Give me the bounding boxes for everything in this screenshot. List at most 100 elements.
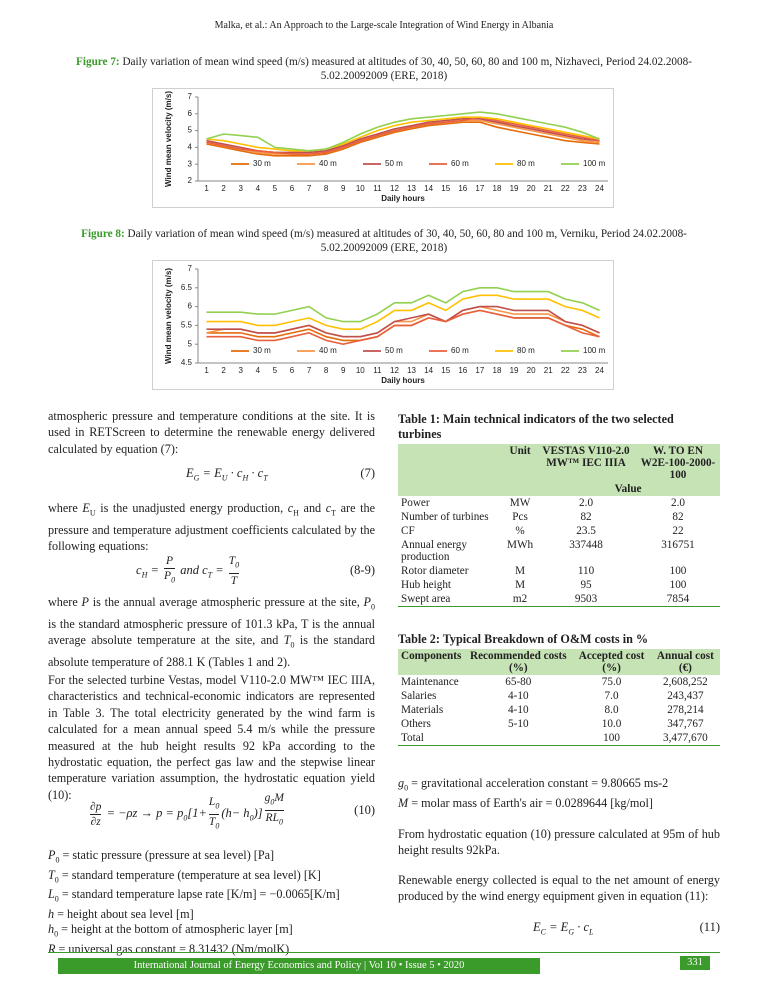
text: = universal gas constant = 8.31432 (Nm/m… <box>55 941 290 956</box>
subscript: T <box>331 508 336 517</box>
text: E <box>82 501 90 515</box>
text: T <box>48 867 55 882</box>
text: is the unadjusted energy production, <box>95 501 288 515</box>
fraction: L0 T0 <box>208 795 220 833</box>
text: = standard temperature lapse rate [K/m] … <box>58 887 340 902</box>
x-tick-label: 3 <box>238 366 243 375</box>
italic: E <box>82 501 89 515</box>
equation-body: ∂p ∂z = −ρz → p = p0[1+ L0 T0 (h− h0)] g0M RL0 <box>88 792 286 830</box>
subscript: 0 <box>279 817 283 826</box>
text: L <box>589 927 594 937</box>
table-cell: 2.0 <box>670 497 685 509</box>
italic: P <box>364 595 371 609</box>
series-line <box>206 287 600 323</box>
legend-label: 100 m <box>583 346 606 355</box>
denominator: ∂z <box>90 813 102 829</box>
subscript: 0 <box>215 802 219 811</box>
table-cell: 7.0 <box>604 690 619 702</box>
table-row: Annual energy production MWh 337448 316751 <box>398 538 720 564</box>
fraction: P P0 <box>164 554 176 587</box>
table-cell: Number of turbines <box>401 511 489 523</box>
text: From hydrostatic equation (10) pressure … <box>398 827 720 858</box>
table-cell: Pcs <box>512 511 528 523</box>
definition: R = universal gas constant = 8.31432 (Nm… <box>48 942 375 957</box>
text: and <box>298 501 326 515</box>
header-cell: Accepted cost (%) <box>572 649 651 675</box>
numerator: T0 <box>229 554 239 572</box>
text: H <box>141 570 148 580</box>
text: · c <box>248 466 264 480</box>
text: 0 <box>183 813 188 823</box>
text: 0 <box>54 929 59 939</box>
table-cell: 4-10 <box>508 690 529 702</box>
text: T <box>208 815 216 828</box>
definition: h0 = height at the bottom of atmospheric… <box>48 922 375 942</box>
x-tick-label: 10 <box>356 366 365 375</box>
text: where <box>48 595 82 609</box>
y-tick-label: 2 <box>188 176 193 185</box>
table-cell: MW <box>509 497 531 509</box>
x-tick-label: 14 <box>424 366 433 375</box>
header-cell: VESTAS V110-2.0 MW™ IEC IIIA <box>536 444 636 482</box>
footer-rule <box>48 952 720 953</box>
subscript: G <box>568 928 574 937</box>
italic: T <box>284 633 291 647</box>
numerator: ∂p <box>90 800 101 814</box>
text: E <box>186 466 194 480</box>
y-axis-title: Wind mean velocity (m/s) <box>164 268 173 364</box>
italic: M <box>398 796 408 810</box>
x-tick-label: 11 <box>373 366 382 375</box>
legend-label: 100 m <box>583 159 606 168</box>
subscript: 0 <box>250 814 254 823</box>
legend-label: 80 m <box>517 159 535 168</box>
text: )] <box>253 806 263 821</box>
table-row: Total 100 3,477,670 <box>398 731 720 746</box>
text: are the pressure and temperature adjustm… <box>48 501 375 554</box>
figure-label: Figure 8: <box>81 228 125 240</box>
definitions: P0 = static pressure (pressure at sea le… <box>48 848 375 957</box>
text: M <box>398 795 409 810</box>
x-tick-label: 6 <box>290 184 295 193</box>
x-axis-title: Daily hours <box>381 376 425 385</box>
x-tick-label: 17 <box>475 366 484 375</box>
table-cell: 316751 <box>661 539 695 551</box>
table-cell: 8.0 <box>604 704 619 716</box>
equation-body: cH = P P0 and cT = T0 T <box>136 555 241 587</box>
text: = gravitational acceleration constant = … <box>408 776 669 790</box>
text: ∂z <box>90 815 101 828</box>
table-row: Swept area m2 9503 7854 <box>398 592 720 607</box>
table-cell: Maintenance <box>401 676 459 688</box>
y-tick-label: 5.5 <box>181 321 193 330</box>
x-tick-label: 2 <box>221 366 226 375</box>
header-row: Unit VESTAS V110-2.0 MW™ IEC IIIA W. TO EN… <box>398 444 720 482</box>
subscript: 0 <box>215 821 219 830</box>
x-tick-label: 19 <box>510 184 519 193</box>
subscript: 0 <box>235 561 239 570</box>
text: = height about sea level [m] <box>54 906 194 921</box>
x-tick-label: 4 <box>256 366 261 375</box>
subscript: T <box>263 474 267 483</box>
text: · c <box>227 466 243 480</box>
subscript: 0 <box>371 602 375 611</box>
text: 0 <box>270 797 275 807</box>
equation-number: (7) <box>360 466 375 480</box>
table-cell: 4-10 <box>508 704 529 716</box>
table-row: Materials 4-10 8.0 278,214 <box>398 703 720 717</box>
text: 0 <box>249 813 254 823</box>
subscript: 0 <box>183 814 187 823</box>
text: P <box>48 848 56 862</box>
text: = molar mass of Earth's air = 0.0289644 … <box>408 795 653 810</box>
table-cell: Salaries <box>401 690 437 702</box>
x-tick-label: 16 <box>458 366 467 375</box>
italic: R <box>48 942 55 956</box>
subscript: 0 <box>270 798 274 807</box>
text: P <box>363 595 371 609</box>
subscript: 0 <box>171 576 175 585</box>
table-cell: 243,437 <box>667 690 704 702</box>
x-tick-label: 2 <box>221 184 226 193</box>
equation: EG = EU · cH · cT (7) <box>48 466 375 483</box>
table-cell: 82 <box>672 511 684 523</box>
table: Unit VESTAS V110-2.0 MW™ IEC IIIA W. TO EN… <box>398 444 720 607</box>
text: 0 <box>371 602 375 612</box>
header-cell: Value <box>536 482 720 496</box>
